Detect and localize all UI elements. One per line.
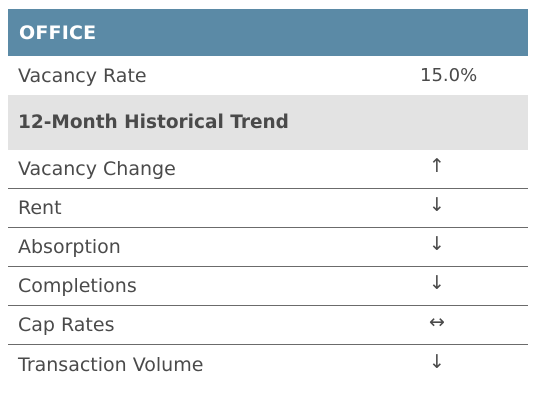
table-header: OFFICE <box>8 9 528 56</box>
trend-section-title: 12-Month Historical Trend <box>18 112 289 133</box>
vacancy-rate-row: Vacancy Rate 15.0% <box>8 56 528 95</box>
vacancy-rate-value: 15.0% <box>420 65 478 86</box>
vacancy-rate-label: Vacancy Rate <box>18 64 147 87</box>
trend-row-absorption: Absorption ↓ <box>8 228 528 267</box>
trend-row-label: Cap Rates <box>18 314 115 336</box>
office-market-table: OFFICE Vacancy Rate 15.0% 12-Month Histo… <box>8 9 528 384</box>
trend-section-header: 12-Month Historical Trend <box>8 95 528 150</box>
trend-row-transaction-volume: Transaction Volume ↓ <box>8 345 528 384</box>
trend-row-label: Vacancy Change <box>18 158 176 180</box>
trend-row-label: Transaction Volume <box>18 353 204 376</box>
header-title: OFFICE <box>19 21 97 44</box>
trend-row-completions: Completions ↓ <box>8 267 528 306</box>
arrow-left-right-icon: ↔ <box>429 311 445 333</box>
trend-row-label: Completions <box>18 275 137 297</box>
trend-row-vacancy-change: Vacancy Change ↑ <box>8 150 528 189</box>
arrow-down-icon: ↓ <box>429 350 445 373</box>
arrow-down-icon: ↓ <box>429 194 445 216</box>
trend-row-rent: Rent ↓ <box>8 189 528 228</box>
arrow-down-icon: ↓ <box>429 272 445 294</box>
arrow-up-icon: ↑ <box>429 155 445 177</box>
trend-row-label: Rent <box>18 197 62 219</box>
arrow-down-icon: ↓ <box>429 233 445 255</box>
trend-row-cap-rates: Cap Rates ↔ <box>8 306 528 345</box>
trend-row-label: Absorption <box>18 236 121 258</box>
